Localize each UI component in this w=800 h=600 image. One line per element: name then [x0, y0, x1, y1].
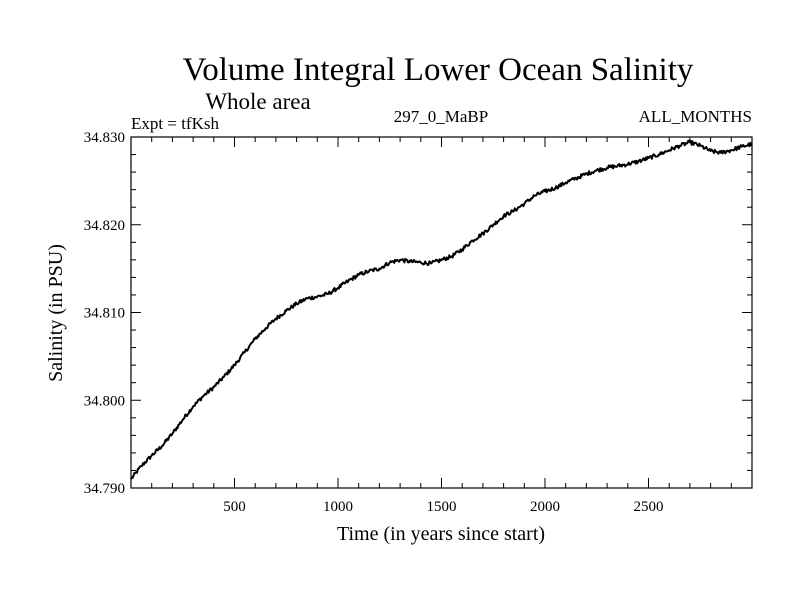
plot-frame	[130, 136, 753, 489]
y-tick-label: 34.830	[84, 130, 125, 146]
tick-labels: 500 1000 1500 2000 2500 34.790 34.800 34.810 34.…	[84, 130, 664, 515]
axis-ticks	[131, 136, 752, 489]
x-tick-label: 2000	[530, 499, 560, 515]
x-tick-label: 1500	[427, 499, 457, 515]
experiment-label: Expt = tfKsh	[131, 114, 219, 133]
x-tick-label: 2500	[634, 499, 664, 515]
x-tick-label: 500	[223, 499, 246, 515]
months-label: ALL_MONTHS	[639, 107, 752, 126]
run-id-label: 297_0_MaBP	[394, 107, 488, 126]
y-tick-label: 34.790	[84, 481, 125, 497]
chart-subtitle: Whole area	[205, 89, 310, 114]
series-line-salinity	[130, 139, 753, 480]
x-tick-label: 1000	[323, 499, 353, 515]
y-tick-label: 34.820	[84, 218, 125, 234]
chart-title: Volume Integral Lower Ocean Salinity	[183, 52, 694, 88]
y-tick-label: 34.810	[84, 306, 125, 322]
x-axis-label: Time (in years since start)	[337, 523, 545, 545]
y-tick-label: 34.800	[84, 393, 125, 409]
y-axis-label: Salinity (in PSU)	[45, 244, 67, 382]
